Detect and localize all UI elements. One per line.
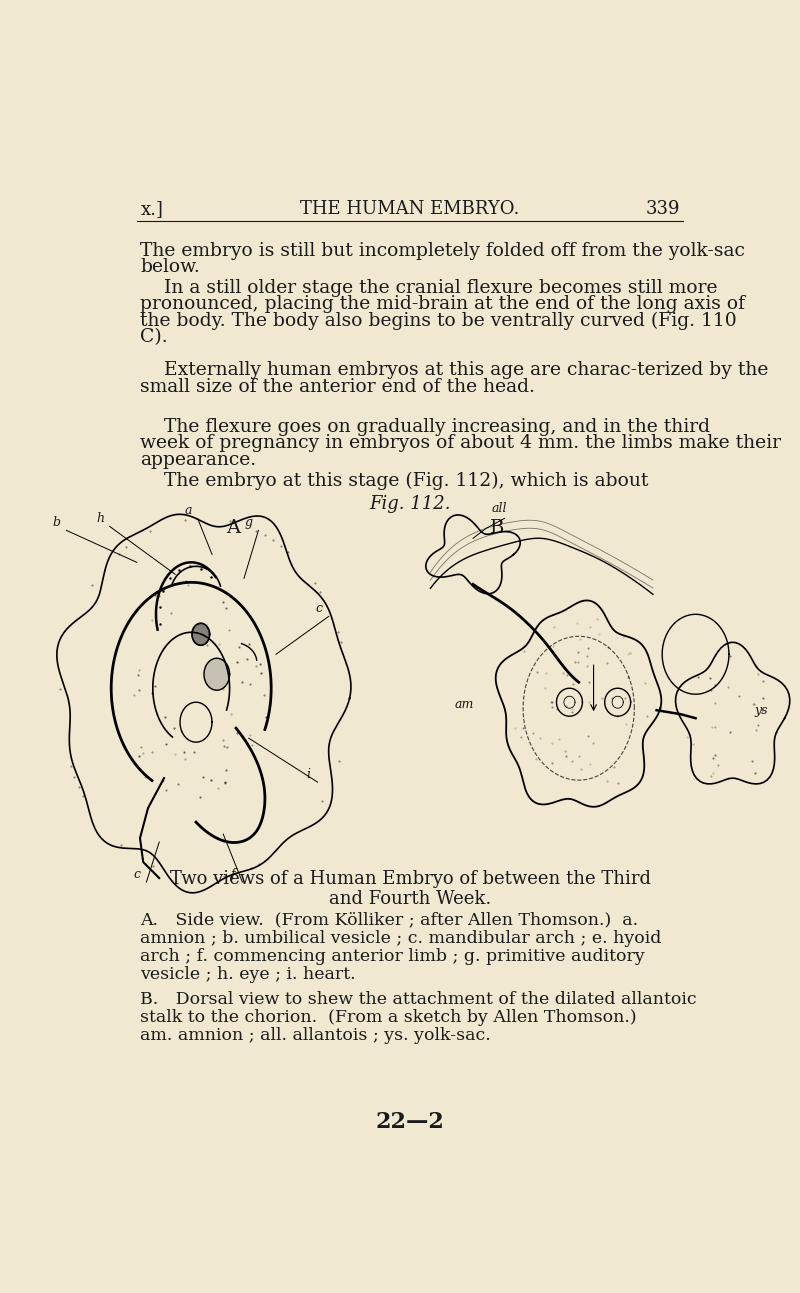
Text: all: all <box>491 503 507 516</box>
Text: THE HUMAN EMBRYO.: THE HUMAN EMBRYO. <box>300 200 520 219</box>
Text: The embryo is still but incompletely folded off from the yolk-sac: The embryo is still but incompletely fol… <box>140 242 745 260</box>
Text: c: c <box>134 868 140 881</box>
Text: the body. The body also begins to be ventrally curved (Fig. 110: the body. The body also begins to be ven… <box>140 312 737 330</box>
Text: arch ; f. commencing anterior limb ; g. primitive auditory: arch ; f. commencing anterior limb ; g. … <box>140 948 645 966</box>
Text: c: c <box>316 601 322 614</box>
Text: h: h <box>96 512 104 525</box>
Text: small size of the anterior end of the head.: small size of the anterior end of the he… <box>140 378 535 396</box>
Text: appearance.: appearance. <box>140 451 257 469</box>
Polygon shape <box>192 623 210 645</box>
Text: a: a <box>184 504 192 517</box>
Text: week of pregnancy in embryos of about 4 mm. the limbs make their: week of pregnancy in embryos of about 4 … <box>140 434 782 453</box>
Text: pronounced, placing the mid-brain at the end of the long axis of: pronounced, placing the mid-brain at the… <box>140 295 746 313</box>
Text: am. amnion ; all. allantois ; ys. yolk-sac.: am. amnion ; all. allantois ; ys. yolk-s… <box>140 1027 491 1045</box>
Text: below.: below. <box>140 259 200 277</box>
Text: Fig. 112.: Fig. 112. <box>370 495 450 512</box>
Text: Externally human embryos at this age are charac-terized by the: Externally human embryos at this age are… <box>140 361 769 379</box>
Text: The embryo at this stage (Fig. 112), which is about: The embryo at this stage (Fig. 112), whi… <box>140 472 649 490</box>
Text: amnion ; b. umbilical vesicle ; c. mandibular arch ; e. hyoid: amnion ; b. umbilical vesicle ; c. mandi… <box>140 930 662 946</box>
Text: x.]: x.] <box>140 200 163 219</box>
Text: am: am <box>454 698 474 711</box>
Text: and Fourth Week.: and Fourth Week. <box>329 890 491 908</box>
Text: In a still older stage the cranial flexure becomes still more: In a still older stage the cranial flexu… <box>140 278 718 296</box>
Text: i: i <box>306 768 310 781</box>
Text: Two views of a Human Embryo of between the Third: Two views of a Human Embryo of between t… <box>170 870 650 888</box>
Text: C).: C). <box>140 328 168 347</box>
Text: ys: ys <box>755 705 769 718</box>
Text: B: B <box>490 518 504 537</box>
Text: 339: 339 <box>646 200 680 219</box>
Text: vesicle ; h. eye ; i. heart.: vesicle ; h. eye ; i. heart. <box>140 966 356 984</box>
Text: f: f <box>230 868 235 881</box>
Text: B. Dorsal view to shew the attachment of the dilated allantoic: B. Dorsal view to shew the attachment of… <box>140 990 697 1007</box>
Text: 22—2: 22—2 <box>375 1111 445 1133</box>
Text: g: g <box>245 516 253 529</box>
Text: A: A <box>226 518 240 537</box>
Text: The flexure goes on gradually increasing, and in the third: The flexure goes on gradually increasing… <box>140 418 710 436</box>
Text: stalk to the chorion.  (From a sketch by Allen Thomson.): stalk to the chorion. (From a sketch by … <box>140 1009 637 1025</box>
Polygon shape <box>204 658 230 690</box>
Text: A. Side view.  (From Kölliker ; after Allen Thomson.)  a.: A. Side view. (From Kölliker ; after All… <box>140 912 638 928</box>
Text: b: b <box>53 516 61 529</box>
